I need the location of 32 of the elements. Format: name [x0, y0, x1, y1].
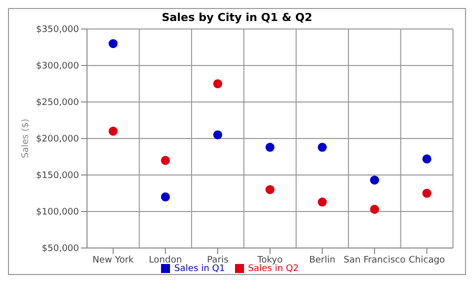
- point: [370, 176, 380, 185]
- point: [265, 142, 275, 152]
- x-tick-label: London: [148, 255, 182, 266]
- point: [318, 142, 327, 152]
- x-tick-label: San Francisco: [344, 255, 406, 266]
- y-tick-label: $300,000: [36, 62, 80, 72]
- point: [422, 154, 432, 164]
- x-tick-label: New York: [92, 255, 135, 266]
- point: [370, 204, 380, 214]
- legend-label: Sales in Q1: [174, 264, 225, 274]
- point: [213, 79, 222, 88]
- point: [422, 188, 432, 198]
- y-tick-label: $100,000: [36, 208, 80, 218]
- y-tick-label: $350,000: [36, 25, 80, 36]
- point: [160, 156, 170, 165]
- y-axis-title: Sales ($): [21, 118, 32, 158]
- x-tick-label: Berlin: [309, 255, 336, 266]
- point: [213, 130, 222, 140]
- point: [108, 39, 118, 48]
- point: [318, 198, 327, 207]
- x-tick-label: Paris: [206, 255, 229, 266]
- y-tick-label: $250,000: [36, 98, 80, 108]
- point: [265, 185, 275, 194]
- x-tick-label: Chicago: [408, 255, 446, 266]
- point: [108, 126, 118, 136]
- y-tick-label: $150,000: [36, 171, 80, 182]
- x-tick-label: Tokyo: [256, 255, 284, 266]
- chart-title: Sales by City in Q1 & Q2: [160, 11, 314, 25]
- point: [160, 192, 170, 202]
- legend-label: Sales in Q2: [248, 264, 299, 274]
- y-tick-label: $200,000: [36, 134, 80, 145]
- y-tick-label: $50,000: [42, 244, 80, 254]
